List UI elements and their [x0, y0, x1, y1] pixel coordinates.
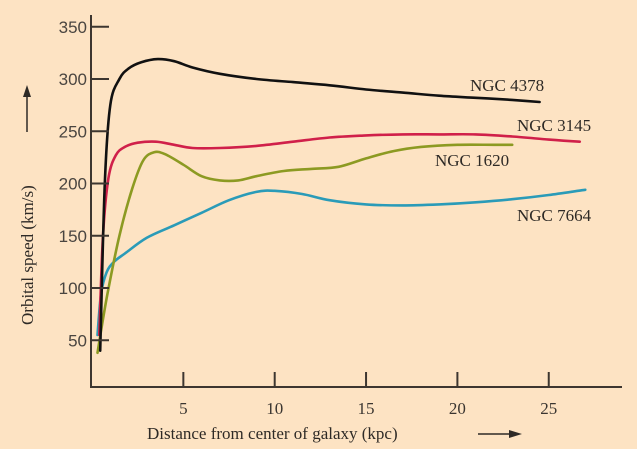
series-label-ngc-1620: NGC 1620: [435, 151, 509, 170]
y-tick-label: 100: [59, 279, 87, 298]
y-tick-label: 50: [68, 331, 87, 350]
axes-layer: [90, 15, 622, 388]
y-axis-arrow-icon: [23, 85, 31, 132]
x-tick-label: 20: [449, 399, 466, 418]
x-tick-label: 5: [179, 399, 188, 418]
x-tick-label: 10: [266, 399, 283, 418]
y-axis-title-group: Orbital speed (km/s): [18, 185, 37, 325]
series-line-ngc-7664: [96, 188, 587, 337]
y-tick-label: 250: [59, 122, 87, 141]
series-line-ngc-3145: [98, 132, 582, 337]
series-line-ngc-1620: [96, 143, 514, 355]
x-tick-label: 25: [540, 399, 557, 418]
y-tick-label: 200: [59, 175, 87, 194]
x-tick-label: 15: [358, 399, 375, 418]
series-label-ngc-4378: NGC 4378: [470, 76, 544, 95]
series-label-ngc-7664: NGC 7664: [517, 206, 592, 225]
y-tick-label: 300: [59, 70, 87, 89]
curves-layer: [96, 57, 587, 355]
y-ticks: 50 100 150 200 250 300 350: [59, 18, 109, 350]
y-tick-label: 150: [59, 227, 87, 246]
y-tick-label: 350: [59, 18, 87, 37]
x-axis-arrow-icon: [478, 430, 522, 438]
x-axis-title: Distance from center of galaxy (kpc): [147, 424, 398, 443]
series-labels: NGC 4378 NGC 3145 NGC 1620 NGC 7664: [435, 76, 592, 225]
y-axis-title: Orbital speed (km/s): [18, 185, 37, 325]
series-line-ngc-4378: [98, 57, 541, 352]
series-label-ngc-3145: NGC 3145: [517, 116, 591, 135]
x-ticks: 5 10 15 20 25: [179, 372, 557, 418]
